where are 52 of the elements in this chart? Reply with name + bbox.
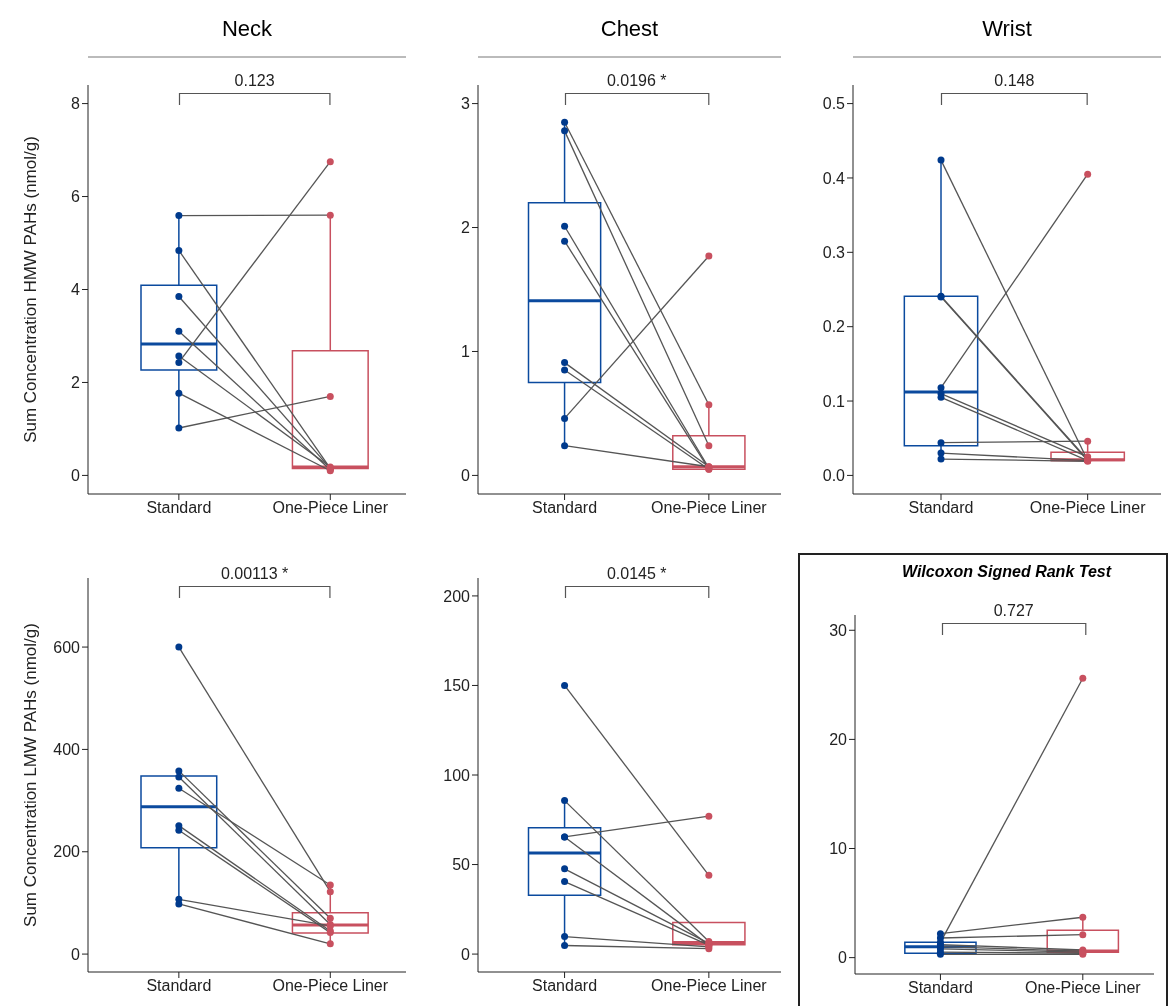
x-tick-label: Standard: [146, 499, 212, 517]
y-tick-label: 200: [53, 843, 81, 861]
y-tick-label: 0: [71, 945, 81, 963]
chart-title: Wrist: [853, 16, 1161, 58]
y-tick-label: 100: [443, 766, 471, 784]
y-tick-label: 8: [71, 95, 81, 113]
y-axis-title: Sum Concentration HMW PAHs (nmol/g): [21, 136, 41, 443]
y-tick-label: 600: [53, 638, 81, 656]
y-tick-label: 2: [461, 219, 471, 237]
y-tick-label: 30: [829, 621, 848, 639]
x-tick-label: One-Piece Liner: [1029, 499, 1147, 517]
y-tick-label: 200: [443, 587, 471, 605]
y-tick-label: 4: [71, 281, 81, 299]
chart-title: Wilcoxon Signed Rank Test: [900, 563, 1113, 581]
y-tick-label: 400: [53, 741, 81, 759]
y-tick-label: 0: [838, 949, 848, 967]
annotation: 0.0196 *: [605, 72, 668, 90]
y-tick-label: 0.3: [822, 244, 846, 261]
x-tick-label: Standard: [532, 499, 598, 517]
y-tick-label: 0: [71, 467, 81, 485]
y-tick-label: 20: [829, 731, 848, 749]
x-tick-label: One-Piece Liner: [651, 499, 768, 517]
annotation: 0.0145 *: [605, 565, 668, 583]
y-tick-label: 0: [461, 467, 471, 485]
x-tick-label: Standard: [146, 977, 212, 995]
y-tick-label: 2: [71, 374, 81, 392]
y-axis-title: Sum Concentration LMW PAHs (nmol/g): [21, 623, 41, 927]
x-tick-label: One-Piece Liner: [651, 977, 768, 995]
y-tick-label: 6: [71, 188, 81, 206]
x-tick-label: Standard: [907, 979, 973, 997]
x-tick-label: One-Piece Liner: [272, 977, 389, 995]
annotation: 0.148: [993, 72, 1036, 90]
x-tick-label: Standard: [908, 499, 974, 517]
y-tick-label: 0.0: [822, 467, 846, 485]
x-tick-label: One-Piece Liner: [1025, 979, 1142, 997]
y-tick-label: 50: [452, 856, 471, 874]
y-tick-label: 1: [461, 343, 471, 361]
chart-title: Neck: [88, 16, 406, 58]
x-tick-label: One-Piece Liner: [272, 499, 389, 517]
x-tick-label: Standard: [532, 977, 598, 995]
annotation: 0.727: [992, 602, 1035, 620]
y-tick-label: 0: [461, 945, 471, 963]
annotation: 0.00113 *: [219, 565, 290, 583]
y-tick-label: 0.4: [822, 169, 846, 187]
y-tick-label: 10: [829, 840, 848, 858]
y-tick-label: 0.1: [822, 392, 846, 410]
y-tick-label: 0.2: [822, 318, 846, 336]
chart-title: Chest: [478, 16, 781, 58]
y-tick-label: 0.5: [822, 95, 846, 113]
y-tick-label: 150: [443, 677, 471, 695]
annotation: 0.123: [233, 72, 276, 90]
y-tick-label: 3: [461, 95, 471, 113]
